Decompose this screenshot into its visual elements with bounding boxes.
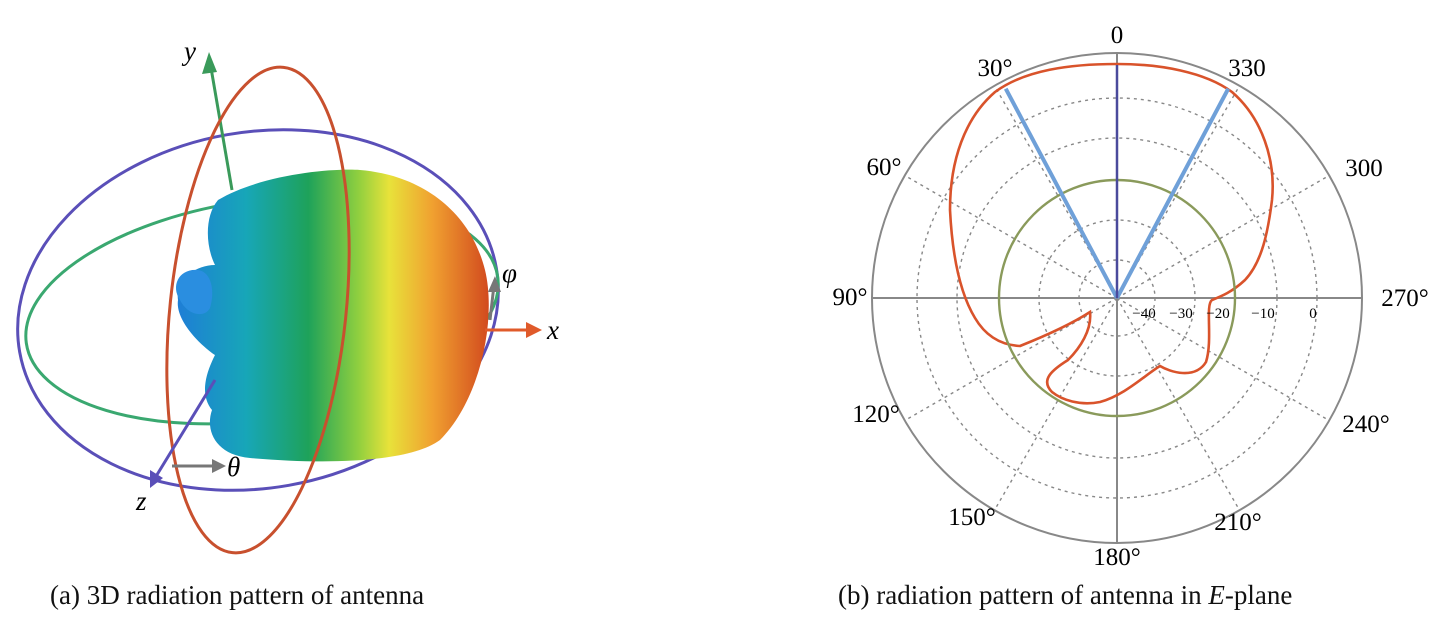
angle-label-150: 150° <box>948 504 996 531</box>
polar-spoke <box>993 85 1118 299</box>
z-axis-label: z <box>135 486 147 516</box>
polar-spoke <box>1116 297 1330 422</box>
radial-label-minus40: −40 <box>1132 306 1155 322</box>
radial-label-0: 0 <box>1309 306 1317 322</box>
panel-a-3d-pattern: y x z θ φ <box>16 36 559 555</box>
polar-spoke <box>1116 85 1241 299</box>
radial-label-minus30: −30 <box>1169 306 1192 322</box>
beam-edge-30 <box>1003 87 1119 299</box>
angle-label-240: 240° <box>1342 411 1390 438</box>
angle-label-30: 30° <box>978 55 1013 82</box>
angle-label-300: 300 <box>1345 155 1383 182</box>
phi-label: φ <box>502 258 517 288</box>
y-axis-label: y <box>181 36 196 66</box>
angle-label-270: 270° <box>1381 285 1429 312</box>
angle-label-60: 60° <box>867 154 902 181</box>
x-axis-label: x <box>546 315 559 345</box>
radiation-lobe <box>177 169 489 462</box>
caption-a: (a) 3D radiation pattern of antenna <box>50 580 425 610</box>
panel-b-polar-pattern: 0 30° 60° 90° 120° 150° 180° 210° 240° 2… <box>833 22 1429 571</box>
phi-arrow-head <box>488 276 501 292</box>
polar-spoke <box>904 297 1118 422</box>
y-axis-arrow <box>202 52 217 74</box>
radial-label-minus20: −20 <box>1206 306 1229 322</box>
caption-b-italic: E <box>1208 580 1225 610</box>
polar-spoke <box>1116 297 1241 511</box>
caption-b-suffix: -plane <box>1224 580 1293 610</box>
angle-label-120: 120° <box>852 401 900 428</box>
angle-label-180: 180° <box>1093 544 1141 571</box>
side-lobe <box>176 269 213 315</box>
theta-arrow-head <box>212 459 226 473</box>
polar-spoke <box>993 297 1118 511</box>
beam-edge-330 <box>1115 87 1231 299</box>
z-axis-arrow <box>150 470 163 488</box>
angle-label-210: 210° <box>1214 509 1262 536</box>
z-axis-line <box>153 379 217 479</box>
x-axis-arrow <box>526 322 542 338</box>
angle-label-330: 330 <box>1228 55 1266 82</box>
angle-label-90: 90° <box>833 284 868 311</box>
ring-red <box>165 65 351 555</box>
polar-spoke <box>1116 174 1330 299</box>
e-plane-pattern-curve <box>948 62 1274 405</box>
caption-b-prefix: (b) radiation pattern of antenna in <box>838 580 1209 610</box>
caption-b: (b) radiation pattern of antenna in E-pl… <box>838 580 1292 611</box>
angle-label-0: 0 <box>1111 22 1124 49</box>
theta-label: θ <box>227 452 240 482</box>
polar-spoke <box>904 174 1118 299</box>
y-axis-line <box>208 61 234 191</box>
radial-label-minus10: −10 <box>1251 306 1274 322</box>
